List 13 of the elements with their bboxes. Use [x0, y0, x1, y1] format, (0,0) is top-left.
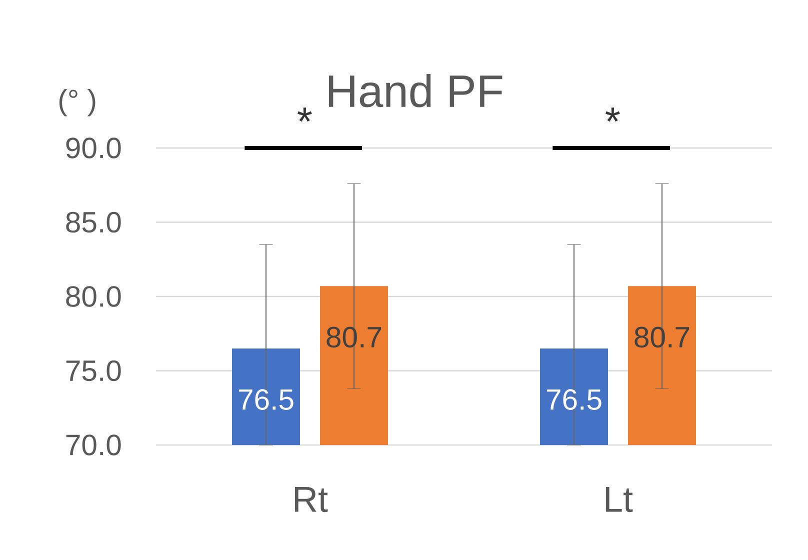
y-tick-label: 85.0: [66, 212, 121, 233]
x-tick-label: Lt: [606, 487, 633, 512]
y-tick-label: 90.0: [66, 138, 121, 158]
y-tick-label: 75.0: [66, 360, 121, 382]
y-axis-title: (° ): [59, 88, 96, 116]
y-tick-label: 80.0: [66, 286, 121, 307]
x-tick-label: Rt: [294, 487, 328, 512]
y-tick-label: 70.0: [66, 434, 121, 456]
text: *: [298, 108, 312, 122]
data-label: 76.5: [238, 389, 294, 410]
text: *: [606, 108, 620, 122]
chart-title: Hand PF: [328, 74, 502, 108]
data-label: 76.5: [546, 389, 602, 410]
